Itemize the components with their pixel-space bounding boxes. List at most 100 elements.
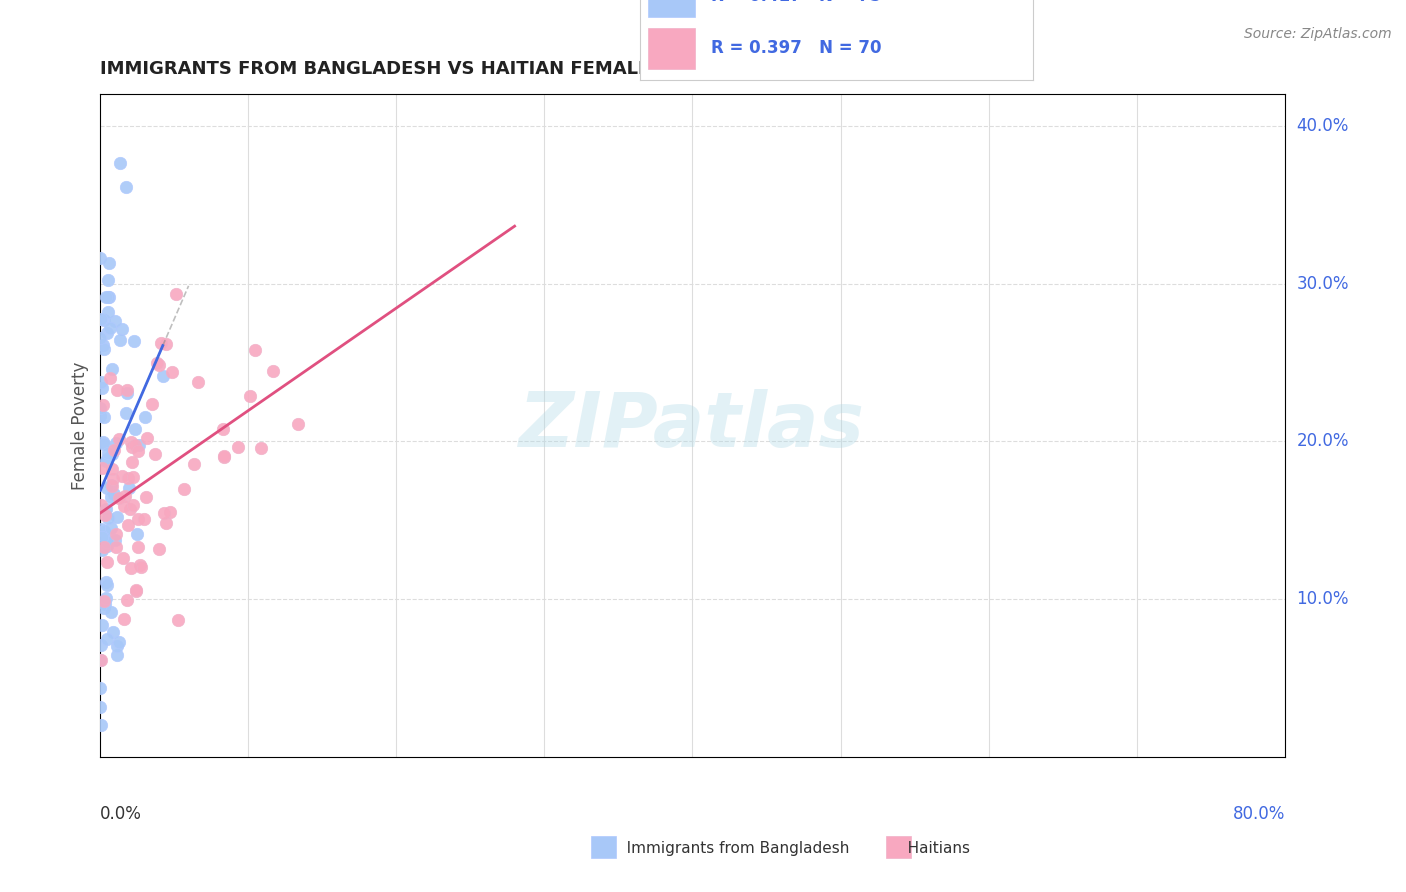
Point (125, 584, 148, 599)
Point (114, 489, 136, 503)
Point (115, 385, 138, 400)
Point (155, 336, 177, 351)
Point (121, 454, 143, 468)
Text: IMMIGRANTS FROM BANGLADESH VS HAITIAN FEMALE POVERTY CORRELATION CHART: IMMIGRANTS FROM BANGLADESH VS HAITIAN FE… (100, 60, 970, 78)
Point (173, 482, 195, 496)
Point (103, 472, 125, 486)
Point (89, 653, 111, 667)
Point (90, 718, 112, 732)
Point (96, 453, 118, 467)
Point (96, 555, 118, 569)
Point (243, 343, 266, 358)
Point (94, 290, 117, 304)
Text: 40.0%: 40.0% (1296, 117, 1348, 135)
Point (101, 447, 124, 461)
Point (93, 508, 115, 523)
Point (98, 321, 121, 335)
Text: ZIPatlas: ZIPatlas (519, 389, 866, 463)
Point (89, 700, 111, 714)
Point (127, 444, 149, 458)
Point (160, 365, 183, 379)
Point (93, 601, 115, 615)
Point (105, 540, 128, 554)
Point (165, 286, 187, 301)
Point (97, 305, 120, 319)
Point (120, 561, 142, 575)
Point (91, 434, 114, 449)
Point (117, 592, 139, 607)
Point (103, 442, 125, 457)
Point (90, 311, 112, 326)
Point (228, 440, 250, 454)
Point (127, 512, 149, 526)
Point (152, 506, 174, 520)
Point (250, 441, 273, 455)
Point (263, 364, 285, 378)
Point (91, 617, 114, 632)
Point (96, 577, 118, 591)
Point (120, 435, 142, 450)
Point (117, 517, 139, 532)
Point (101, 479, 124, 493)
Point (93, 540, 115, 554)
Text: 80.0%: 80.0% (1233, 805, 1285, 823)
Point (118, 481, 141, 495)
Point (91, 398, 114, 412)
Point (89, 653, 111, 667)
Point (93, 313, 115, 327)
Point (90, 375, 112, 389)
Point (124, 583, 146, 598)
FancyBboxPatch shape (648, 0, 695, 16)
Point (89, 681, 111, 695)
Point (100, 605, 122, 619)
FancyBboxPatch shape (648, 28, 695, 69)
Point (104, 526, 127, 541)
Point (90, 543, 112, 558)
Point (143, 447, 166, 461)
Point (108, 432, 131, 446)
Point (186, 375, 208, 389)
Point (94, 502, 117, 516)
Text: R = 0.417   N = 75: R = 0.417 N = 75 (710, 0, 882, 4)
Point (90, 498, 112, 512)
Point (96, 451, 118, 466)
Point (101, 624, 124, 639)
Point (89, 409, 111, 423)
Point (128, 438, 150, 452)
Point (97, 511, 120, 525)
Point (152, 368, 174, 383)
Point (112, 499, 135, 513)
Point (90, 638, 112, 652)
Point (104, 436, 127, 450)
Point (117, 471, 139, 485)
Point (94, 591, 117, 606)
Point (155, 516, 177, 530)
Y-axis label: Female Poverty: Female Poverty (72, 361, 89, 490)
Point (108, 635, 131, 649)
Point (132, 512, 155, 526)
Point (117, 383, 139, 397)
Point (93, 410, 115, 425)
Text: R = 0.397   N = 70: R = 0.397 N = 70 (710, 39, 882, 57)
Point (97, 290, 120, 304)
Point (89, 331, 111, 345)
Text: Haitians: Haitians (893, 841, 970, 856)
Point (96, 481, 118, 495)
Point (90, 523, 112, 537)
Point (183, 458, 205, 472)
Point (100, 361, 122, 376)
Point (96, 326, 118, 340)
Point (124, 437, 146, 451)
Point (212, 450, 235, 464)
Point (93, 529, 115, 543)
Point (167, 614, 190, 628)
Point (128, 558, 150, 572)
Point (93, 524, 115, 538)
Point (150, 336, 173, 351)
Point (100, 490, 122, 504)
Point (108, 491, 131, 505)
Point (124, 422, 146, 436)
Point (112, 612, 135, 626)
Point (125, 527, 148, 541)
Point (97, 445, 120, 459)
